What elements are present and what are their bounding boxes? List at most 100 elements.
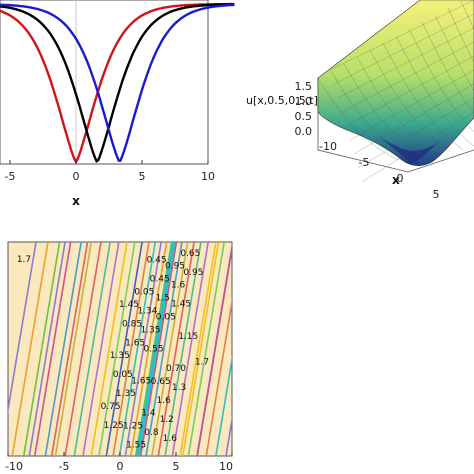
surface-z-tick-label: 0.0: [295, 125, 313, 138]
line-series-2: [0, 3, 235, 162]
surface-x-tick-label: 5: [433, 188, 440, 201]
contour-line: [82, 242, 120, 456]
contour-line: [90, 242, 128, 456]
surface-mesh-line: [337, 27, 474, 99]
line-x-tick-label: 0: [73, 170, 80, 183]
surface-mesh-line: [421, 21, 474, 114]
contour-x-tick-label: 5: [173, 460, 180, 473]
contour-label: 0.95: [165, 262, 185, 272]
contour-label: 0.75: [101, 402, 121, 412]
contour-label: 1.3: [172, 383, 186, 393]
surface-mesh-line: [357, 97, 474, 169]
surface-x-tick-label: 0: [397, 172, 404, 185]
contour-line: [196, 243, 232, 456]
contour-line: [225, 415, 232, 456]
contour-label: 1.45: [119, 300, 139, 310]
contour-line: [181, 242, 220, 456]
contour-label: 1.65: [131, 376, 151, 386]
contour-line: [259, 242, 295, 456]
contour-label: 1.35: [116, 389, 136, 399]
contour-line: [151, 242, 189, 456]
surface-valley: [380, 138, 440, 164]
surface-box-edge: [317, 78, 474, 173]
surface-panel: 1.5 1.0 0.5 0.0 -10 -5 0 5 u[x,0.5,0.5,t] x: [246, 0, 474, 201]
surface-mesh-line: [434, 14, 474, 91]
surface-body: [317, 0, 474, 166]
contour-line: [22, 242, 61, 456]
surface-mesh: [317, 0, 474, 183]
contour-line: [8, 242, 37, 415]
contour-label: 1.6: [163, 434, 178, 444]
contour-label: 1.7: [195, 357, 209, 367]
surface-mesh-line: [329, 0, 474, 71]
contour-panel: 1.71.651.451.250.550.951.350.051.61.71.6…: [5, 241, 307, 473]
contour-x-tick-label: 0: [117, 460, 124, 473]
surface-mesh-line: [343, 63, 425, 157]
surface-mesh-line: [408, 28, 474, 133]
contour-line: [28, 242, 66, 456]
contour-line: [145, 242, 183, 456]
surface-x-tick-label: -5: [359, 156, 370, 169]
line-x-tick-label: 5: [139, 170, 146, 183]
contour-label: 0.85: [122, 319, 142, 329]
surface-mesh-line: [395, 35, 474, 147]
contour-label: 1.55: [126, 441, 146, 451]
contour-label: 1.25: [104, 421, 124, 431]
surface-mesh-line: [341, 41, 474, 113]
surface-z-tick-label: 0.5: [295, 110, 313, 123]
surface-mesh-line: [333, 13, 474, 85]
contour-label: 0.05: [134, 287, 154, 297]
contour-line: [44, 242, 82, 456]
surface-z-label: u[x,0.5,0.5,t]: [246, 94, 318, 107]
contour-label: 0.8: [144, 428, 159, 438]
contour-line: [64, 242, 102, 456]
contour-core-line: [135, 242, 176, 456]
contour-label: 1.35: [110, 351, 130, 361]
contour-label: 0.65: [151, 377, 171, 387]
contour-line: [50, 242, 89, 456]
contour-label: 0.05: [156, 313, 176, 323]
contour-label: 1.2: [160, 415, 174, 425]
contour-line: [134, 242, 173, 456]
surface-z-tick-label: 1.0: [295, 95, 313, 108]
surface-z-tick-label: 1.5: [295, 80, 313, 93]
line-x-tick-label: 10: [201, 170, 215, 183]
contour-label: 1.35: [140, 325, 160, 335]
contour-label: 0.65: [180, 249, 200, 259]
line-x-tick-label: -5: [5, 170, 16, 183]
contour-labels: 1.7 1.65 1.45 1.25 0.55 0.95 1.35 0.05 1.6 1.7 1.6…: [17, 249, 209, 451]
contour-line: [73, 242, 111, 456]
contour-line: [98, 242, 136, 456]
contour-label: 1.25: [123, 422, 143, 432]
surface-x-tick-label: -10: [319, 140, 337, 153]
contour-line: [33, 242, 72, 456]
contour-label: 0.45: [150, 275, 170, 285]
contour-x-ticks: -10 -5 0 5 10: [5, 452, 233, 473]
contour-label: 1.6: [157, 396, 172, 406]
contour-label: 1.4: [141, 409, 156, 419]
contour-line: [215, 354, 232, 456]
line-chart-panel: -5 0 5 10 x: [0, 0, 235, 208]
contour-line: [157, 242, 195, 456]
contour-line: [171, 242, 210, 456]
contour-lines: [8, 242, 307, 456]
line-chart-frame: [0, 0, 209, 165]
surface-mesh-line: [345, 55, 474, 127]
contour-x-tick-label: 10: [219, 460, 233, 473]
contour-label: 0.05: [113, 370, 133, 380]
line-x-ticks: -5 0 5 10: [5, 160, 215, 183]
contour-line: [11, 242, 49, 456]
contour-line: [187, 242, 225, 456]
contour-line: [54, 242, 93, 456]
contour-label: 1.45: [171, 300, 191, 310]
contour-line: [205, 297, 232, 456]
contour-line: [237, 242, 273, 456]
contour-label: 1.15: [178, 332, 198, 342]
contour-line: [118, 242, 157, 456]
surface-mesh-line: [349, 69, 474, 141]
surface-mesh-line: [447, 7, 474, 63]
surface-z-ticks: 1.5 1.0 0.5 0.0: [295, 80, 313, 138]
surface-mesh-line: [356, 56, 438, 155]
contour-line: [271, 242, 307, 456]
contour-label: 0.55: [144, 344, 164, 354]
